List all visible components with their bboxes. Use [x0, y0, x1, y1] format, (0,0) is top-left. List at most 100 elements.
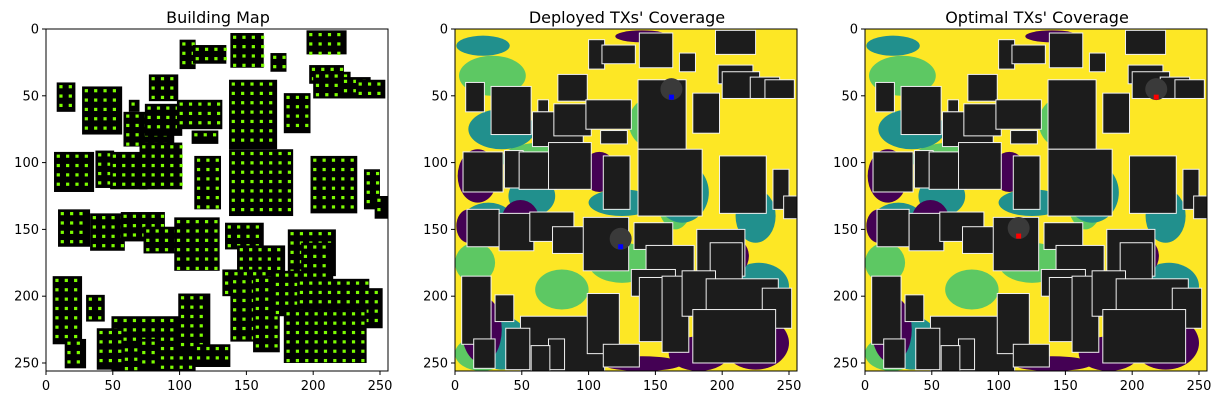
candidate-point	[166, 125, 170, 129]
candidate-point	[309, 281, 313, 285]
candidate-point	[107, 162, 111, 166]
candidate-point	[366, 181, 370, 185]
candidate-point	[267, 257, 271, 261]
candidate-point	[351, 340, 356, 344]
candidate-point	[255, 288, 259, 292]
building	[283, 93, 311, 134]
candidate-point	[179, 163, 183, 168]
candidate-point	[214, 57, 218, 61]
building	[585, 99, 632, 130]
candidate-point	[60, 221, 64, 225]
candidate-point	[269, 170, 273, 174]
candidate-point	[305, 105, 309, 109]
candidate-point	[322, 205, 326, 209]
candidate-point	[318, 300, 322, 304]
candidate-point	[305, 349, 309, 353]
candidate-point	[180, 314, 185, 319]
candidate-point	[76, 360, 80, 364]
candidate-point	[79, 230, 83, 234]
candidate-point	[59, 103, 63, 108]
candidate-point	[68, 103, 72, 108]
candidate-point	[275, 282, 279, 287]
building	[692, 309, 777, 364]
candidate-point	[241, 91, 245, 95]
candidate-point	[135, 123, 139, 128]
candidate-point	[341, 177, 345, 181]
candidate-point	[323, 312, 328, 316]
candidate-point	[313, 186, 317, 190]
candidate-point	[190, 305, 194, 309]
candidate-point	[160, 337, 165, 341]
candidate-point	[259, 91, 263, 95]
candidate-point	[142, 328, 146, 332]
candidate-point	[314, 330, 318, 335]
candidate-point	[215, 195, 219, 200]
candidate-point	[290, 232, 294, 236]
candidate-point	[182, 42, 186, 46]
building	[692, 92, 721, 134]
candidate-point	[131, 182, 135, 186]
candidate-point	[242, 54, 246, 58]
candidate-point	[242, 336, 246, 340]
building	[1048, 32, 1084, 69]
candidate-point	[160, 145, 165, 149]
candidate-point	[250, 129, 254, 133]
candidate-point	[241, 138, 245, 142]
building	[310, 155, 358, 214]
candidate-point	[374, 318, 378, 323]
building	[473, 338, 496, 369]
candidate-point	[176, 229, 181, 233]
candidate-point	[214, 229, 218, 233]
candidate-point	[194, 133, 198, 137]
candidate-point	[88, 316, 92, 320]
candidate-point	[99, 330, 103, 335]
candidate-point	[64, 297, 68, 301]
candidate-point	[318, 33, 322, 37]
candidate-point	[196, 177, 201, 181]
candidate-point	[134, 348, 138, 352]
y-tick-label: 200	[14, 290, 39, 305]
candidate-point	[262, 272, 266, 276]
candidate-point	[147, 125, 151, 129]
candidate-point	[170, 346, 174, 351]
candidate-point	[255, 344, 259, 348]
axes-frame	[864, 28, 1208, 372]
candidate-point	[160, 318, 165, 323]
candidate-point	[322, 245, 326, 249]
candidate-point	[251, 54, 255, 58]
candidate-point	[215, 356, 219, 360]
coverage-region-mid	[866, 35, 920, 56]
y-tick-label: 0	[31, 23, 39, 38]
candidate-point	[269, 101, 273, 105]
candidate-point	[64, 316, 68, 320]
candidate-point	[241, 82, 245, 86]
building	[601, 44, 636, 65]
candidate-point	[180, 296, 185, 300]
candidate-point	[195, 220, 199, 224]
candidate-point	[361, 321, 365, 325]
candidate-point	[305, 95, 309, 99]
y-tick-label: 250	[423, 356, 448, 371]
candidate-point	[176, 257, 181, 261]
candidate-point	[66, 173, 70, 177]
candidate-point	[131, 102, 135, 106]
candidate-point	[365, 290, 369, 295]
building	[122, 345, 141, 371]
candidate-point	[286, 123, 290, 128]
candidate-point	[195, 47, 199, 51]
candidate-point	[255, 306, 259, 311]
candidate-point	[337, 290, 341, 295]
candidate-point	[84, 107, 88, 112]
candidate-point	[60, 230, 64, 234]
candidate-point	[151, 163, 155, 168]
candidate-point	[355, 290, 360, 295]
candidate-point	[223, 57, 227, 61]
candidate-point	[151, 360, 155, 364]
candidate-point	[103, 98, 107, 102]
candidate-point	[155, 238, 159, 242]
candidate-point	[196, 205, 201, 209]
candidate-point	[327, 281, 332, 285]
candidate-point	[295, 321, 300, 325]
building	[783, 195, 797, 220]
candidate-point	[75, 163, 79, 168]
